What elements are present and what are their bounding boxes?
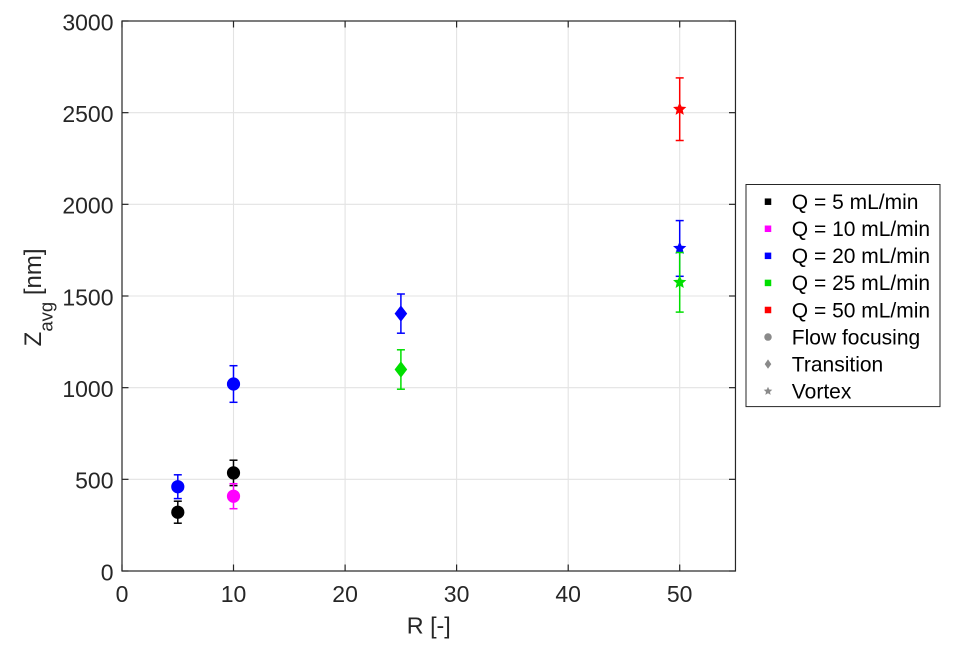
svg-text:Flow focusing: Flow focusing	[792, 326, 920, 349]
svg-text:Q = 50 mL/min: Q = 50 mL/min	[792, 299, 930, 322]
svg-text:10: 10	[221, 581, 247, 607]
svg-text:1000: 1000	[62, 376, 113, 402]
svg-text:Q = 20 mL/min: Q = 20 mL/min	[792, 245, 930, 268]
svg-text:Vortex: Vortex	[792, 380, 852, 403]
svg-text:Transition: Transition	[792, 353, 883, 376]
svg-text:R [-]: R [-]	[407, 613, 451, 639]
svg-text:Q = 5 mL/min: Q = 5 mL/min	[792, 191, 919, 214]
svg-text:3000: 3000	[62, 9, 113, 35]
svg-text:1500: 1500	[62, 284, 113, 310]
svg-text:30: 30	[444, 581, 470, 607]
svg-text:2000: 2000	[62, 193, 113, 219]
svg-text:40: 40	[555, 581, 581, 607]
svg-text:50: 50	[667, 581, 693, 607]
svg-text:20: 20	[332, 581, 358, 607]
svg-text:Q = 10 mL/min: Q = 10 mL/min	[792, 218, 930, 241]
svg-text:Q = 25 mL/min: Q = 25 mL/min	[792, 272, 930, 295]
svg-text:0: 0	[116, 581, 129, 607]
svg-text:500: 500	[75, 468, 113, 494]
svg-text:2500: 2500	[62, 101, 113, 127]
svg-text:0: 0	[101, 559, 114, 585]
